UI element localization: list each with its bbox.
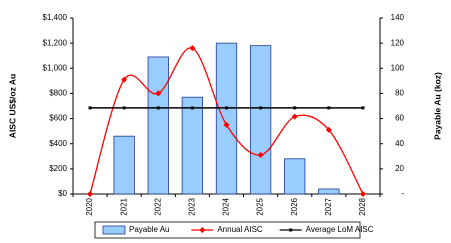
y2-tick-label: 20	[395, 164, 404, 173]
marker	[325, 126, 332, 133]
marker	[327, 106, 331, 110]
marker	[190, 106, 194, 110]
marker	[87, 191, 94, 197]
y2-tick-label: 140	[391, 13, 405, 22]
marker	[155, 90, 162, 97]
y-tick-label: $400	[49, 139, 67, 148]
y2-tick-label: 120	[391, 38, 405, 47]
marker	[225, 106, 228, 110]
y2-tick-label: -	[401, 189, 404, 198]
x-tick-label: 2027	[324, 197, 333, 215]
line	[89, 47, 364, 195]
x-tick-label: 2023	[187, 197, 196, 215]
x-tick-label: 2025	[256, 197, 265, 215]
legend-label: Annual AISC	[217, 225, 263, 234]
y-tick-label: $1,400	[43, 13, 68, 22]
legend-marker	[289, 228, 293, 232]
legend-label: Payable Au	[129, 225, 169, 234]
marker	[259, 106, 263, 110]
y-tick-label: $1,000	[43, 63, 68, 72]
legend-box	[94, 221, 361, 239]
marker	[156, 106, 160, 110]
bar	[318, 188, 340, 195]
x-tick-label: 2024	[222, 197, 231, 215]
x-tick-label: 2022	[153, 197, 162, 215]
bar	[181, 96, 204, 195]
marker	[223, 121, 230, 128]
marker	[121, 76, 128, 83]
marker	[122, 106, 126, 110]
x-tick-label: 2026	[290, 197, 299, 215]
bar	[284, 158, 306, 195]
marker	[189, 45, 196, 52]
y-tick-label: $600	[49, 114, 67, 123]
y2-tick-label: 100	[391, 63, 405, 72]
bar	[249, 45, 272, 195]
y-tick-label: $200	[49, 164, 67, 173]
bar	[147, 56, 169, 195]
bar	[113, 135, 135, 195]
marker	[88, 106, 92, 110]
marker	[359, 191, 366, 197]
legend-label: Average LoM AISC	[306, 225, 374, 234]
y2-tick-label: 40	[395, 139, 404, 148]
legend-swatch	[102, 225, 126, 235]
y-tick-label: $800	[49, 89, 67, 98]
marker	[291, 113, 298, 120]
y-tick-label: $0	[58, 189, 67, 198]
marker	[257, 152, 264, 159]
y2-axis-title: Payable Au (koz)	[432, 72, 442, 140]
y2-tick-label: 80	[395, 89, 404, 98]
y2-tick-label: 60	[395, 114, 404, 123]
y-tick-label: $1,200	[43, 38, 68, 47]
legend-marker	[199, 227, 206, 233]
x-tick-label: 2020	[85, 197, 94, 215]
marker	[361, 106, 365, 110]
x-tick-label: 2028	[358, 197, 367, 215]
bar	[215, 42, 238, 195]
marker	[293, 106, 297, 110]
x-tick-label: 2021	[119, 197, 128, 215]
y-axis-title: AISC US$/oz Au	[7, 74, 17, 138]
